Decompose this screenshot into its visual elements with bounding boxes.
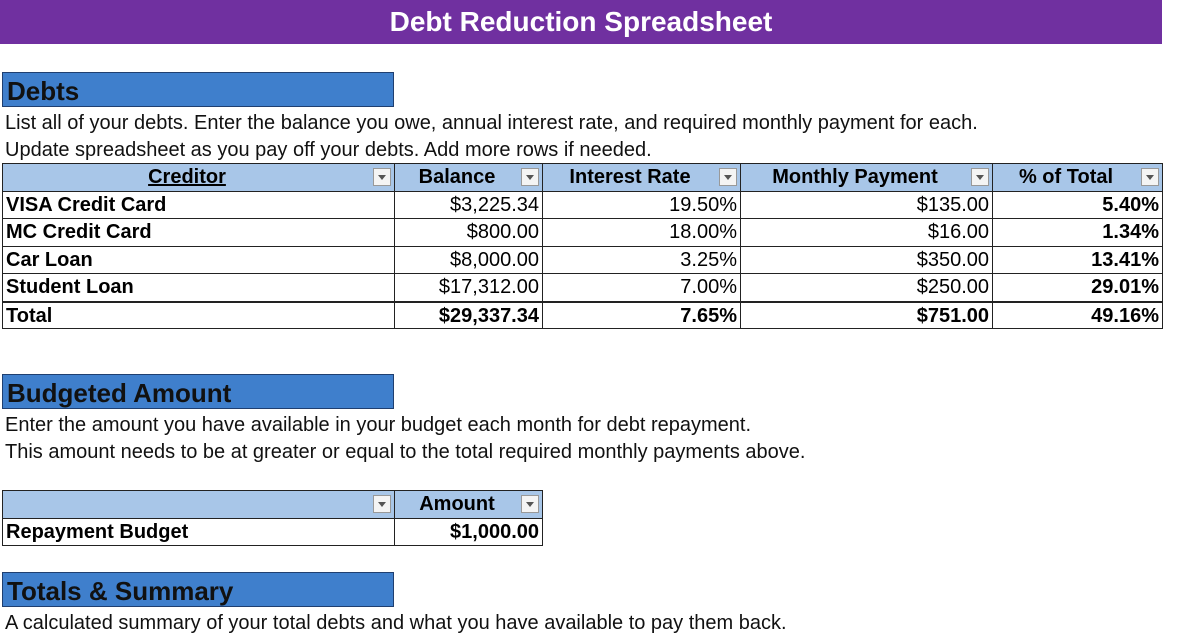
filter-button[interactable]	[971, 168, 989, 186]
table-cell: $800.00	[394, 218, 543, 247]
filter-button[interactable]	[521, 168, 539, 186]
column-header	[2, 490, 395, 519]
table-cell: $8,000.00	[394, 245, 543, 275]
table-cell: $135.00	[740, 191, 993, 220]
section-header: Debts	[2, 72, 394, 107]
row-label: VISA Credit Card	[2, 191, 395, 220]
title-bar: Debt Reduction Spreadsheet	[0, 0, 1162, 44]
table-cell: $17,312.00	[394, 273, 543, 302]
table-cell: $350.00	[740, 245, 993, 275]
table-cell: 19.50%	[542, 191, 741, 220]
table-cell: $250.00	[740, 273, 993, 302]
column-header: Creditor	[2, 163, 395, 192]
row-label: Total	[2, 300, 395, 329]
table-cell: $751.00	[740, 300, 993, 329]
table-cell: 7.65%	[542, 300, 741, 329]
table-cell: 18.00%	[542, 218, 741, 247]
filter-button[interactable]	[521, 495, 539, 513]
table-cell: $3,225.34	[394, 191, 543, 220]
table-cell: 29.01%	[992, 273, 1163, 302]
section-description: List all of your debts. Enter the balanc…	[5, 112, 978, 134]
column-header: Balance	[394, 163, 543, 192]
table-cell: 49.16%	[992, 300, 1163, 329]
section-description: A calculated summary of your total debts…	[5, 612, 787, 634]
section-description: This amount needs to be at greater or eq…	[5, 441, 806, 463]
table-cell: $16.00	[740, 218, 993, 247]
row-label: Student Loan	[2, 273, 395, 302]
section-description: Update spreadsheet as you pay off your d…	[5, 139, 652, 161]
column-header: Monthly Payment	[740, 163, 993, 192]
filter-button[interactable]	[1141, 168, 1159, 186]
section-header: Budgeted Amount	[2, 374, 394, 409]
table-cell: $29,337.34	[394, 300, 543, 329]
filter-button[interactable]	[373, 495, 391, 513]
row-label: Repayment Budget	[2, 518, 395, 547]
table-cell: 1.34%	[992, 218, 1163, 247]
column-header: % of Total	[992, 163, 1163, 192]
section-description: Enter the amount you have available in y…	[5, 414, 752, 436]
table-cell: 13.41%	[992, 245, 1163, 275]
row-label: Car Loan	[2, 245, 395, 275]
section-header: Totals & Summary	[2, 572, 394, 607]
filter-button[interactable]	[373, 168, 391, 186]
table-cell: $1,000.00	[394, 518, 543, 547]
filter-button[interactable]	[719, 168, 737, 186]
table-cell: 3.25%	[542, 245, 741, 275]
row-label: MC Credit Card	[2, 218, 395, 247]
table-cell: 5.40%	[992, 191, 1163, 220]
column-header: Amount	[394, 490, 543, 519]
table-cell: 7.00%	[542, 273, 741, 302]
column-header: Interest Rate	[542, 163, 741, 192]
